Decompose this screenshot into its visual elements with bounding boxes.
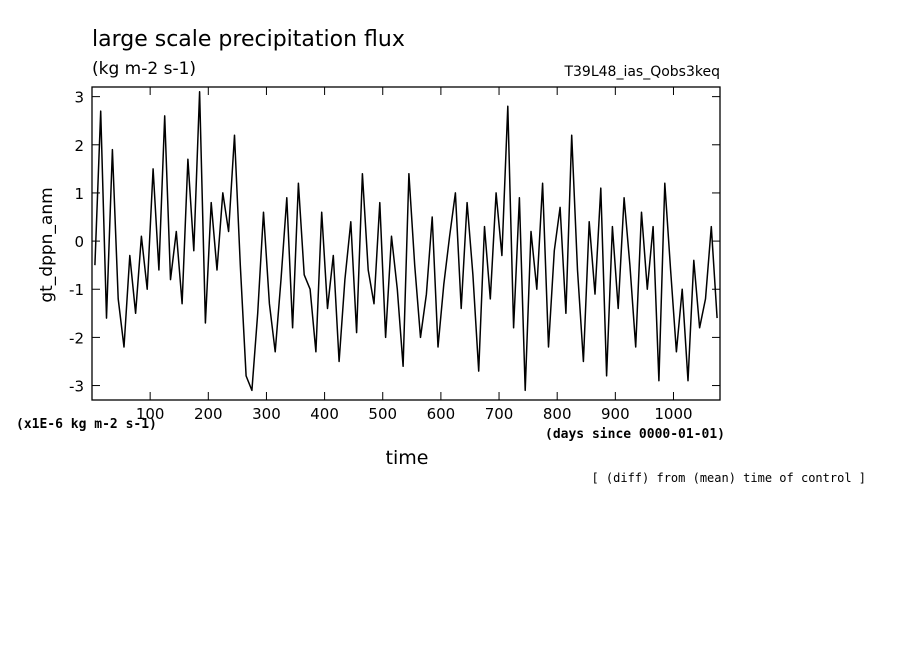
plot-frame: [91, 86, 721, 401]
y-unit-note: (x1E-6 kg m-2 s-1): [16, 417, 157, 432]
x-tick-label: 900: [601, 405, 630, 423]
y-tick-label: -3: [69, 378, 84, 396]
data-line: [94, 91, 718, 392]
x-tick-label: 700: [485, 405, 514, 423]
x-axis-label: time: [386, 447, 429, 469]
y-tick-label: 1: [74, 185, 84, 203]
y-tick-label: -2: [69, 329, 84, 347]
y-tick-label: 3: [74, 89, 84, 107]
y-tick-label: -1: [69, 281, 84, 299]
x-tick-label: 600: [427, 405, 456, 423]
x-tick-label: 300: [252, 405, 281, 423]
y-tick-label: 0: [74, 233, 84, 251]
y-tick-label: 2: [74, 137, 84, 155]
y-axis-label: gt_dppn_anm: [37, 187, 57, 302]
x-tick-label: 500: [368, 405, 397, 423]
chart-title: large scale precipitation flux: [92, 27, 405, 52]
x-tick-label: 800: [543, 405, 572, 423]
footnote: [ (diff) from (mean) time of control ]: [591, 471, 866, 485]
chart-subtitle: (kg m-2 s-1): [92, 59, 196, 79]
run-label: T39L48_ias_Qobs3keq: [563, 64, 720, 80]
x-tick-label: 1000: [654, 405, 692, 423]
x-tick-label: 100: [136, 405, 165, 423]
x-tick-label: 200: [194, 405, 223, 423]
x-tick-label: 400: [310, 405, 339, 423]
x-unit-note: (days since 0000-01-01): [545, 427, 725, 442]
